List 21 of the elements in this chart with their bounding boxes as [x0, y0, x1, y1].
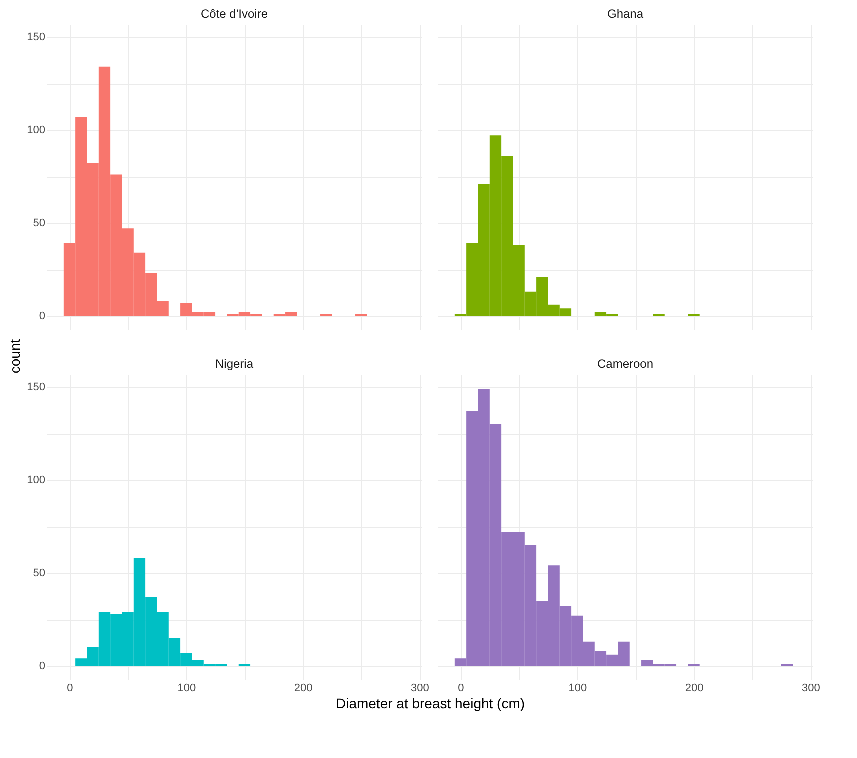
y-tick-label: 0: [39, 660, 46, 673]
y-tick-label: 0: [39, 310, 46, 323]
y-tick-label: 50: [33, 218, 46, 230]
y-tick-label: 50: [33, 568, 46, 580]
chart-title: Ghana: [607, 7, 644, 21]
chart-title: Cameroon: [597, 357, 654, 371]
y-tick-label: 150: [27, 32, 46, 44]
chart-title: Côte d'Ivoire: [201, 7, 268, 21]
chart-title: Nigeria: [215, 357, 254, 371]
y-tick-label: 100: [27, 474, 46, 487]
y-tick-label: 100: [27, 124, 46, 137]
x-tick-label: 0: [458, 682, 464, 694]
x-tick-label: 300: [802, 682, 820, 694]
x-tick-label: 0: [67, 682, 74, 694]
y-axis-title: count: [7, 339, 24, 374]
x-tick-label: 100: [568, 682, 588, 694]
x-tick-label: 200: [294, 682, 313, 694]
x-tick-label: 200: [685, 682, 704, 694]
y-tick-label: 150: [27, 382, 46, 394]
x-tick-label: 300: [410, 682, 430, 694]
x-tick-label: 100: [178, 682, 196, 694]
